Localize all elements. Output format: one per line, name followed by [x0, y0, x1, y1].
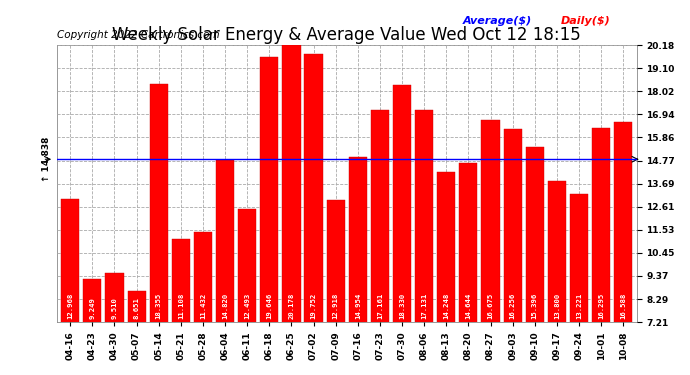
Text: 18.330: 18.330: [399, 292, 405, 319]
Text: 14.820: 14.820: [222, 292, 228, 319]
Text: 12.968: 12.968: [67, 292, 73, 319]
Bar: [526, 147, 544, 375]
Text: 18.355: 18.355: [156, 292, 161, 319]
Bar: [393, 85, 411, 375]
Bar: [304, 54, 323, 375]
Bar: [260, 57, 278, 375]
Text: 17.161: 17.161: [377, 292, 383, 319]
Bar: [216, 160, 234, 375]
Bar: [172, 239, 190, 375]
Text: Daily($): Daily($): [561, 16, 611, 26]
Text: 11.108: 11.108: [178, 292, 184, 319]
Bar: [614, 122, 632, 375]
Text: 9.510: 9.510: [112, 297, 117, 319]
Bar: [194, 232, 212, 375]
Text: 16.588: 16.588: [620, 292, 627, 319]
Text: 16.256: 16.256: [510, 292, 515, 319]
Bar: [482, 120, 500, 375]
Text: 14.954: 14.954: [355, 292, 361, 319]
Bar: [238, 209, 256, 375]
Text: 12.493: 12.493: [244, 292, 250, 319]
Text: Average($): Average($): [463, 16, 532, 26]
Bar: [548, 182, 566, 375]
Text: 11.432: 11.432: [200, 292, 206, 319]
Text: 13.221: 13.221: [576, 292, 582, 319]
Bar: [371, 110, 389, 375]
Text: 9.249: 9.249: [89, 297, 95, 319]
Text: 14.644: 14.644: [466, 292, 471, 319]
Text: 16.675: 16.675: [488, 292, 493, 319]
Text: ↑ 14.838: ↑ 14.838: [42, 136, 51, 182]
Bar: [128, 291, 146, 375]
Text: 20.178: 20.178: [288, 292, 295, 319]
Text: 17.131: 17.131: [421, 292, 427, 319]
Text: Copyright 2022 Cartronics.com: Copyright 2022 Cartronics.com: [57, 30, 219, 40]
Text: 19.752: 19.752: [310, 292, 317, 319]
Text: 13.800: 13.800: [554, 292, 560, 319]
Bar: [504, 129, 522, 375]
Text: 15.396: 15.396: [532, 292, 538, 319]
Text: 12.918: 12.918: [333, 292, 339, 319]
Bar: [460, 164, 477, 375]
Bar: [348, 157, 367, 375]
Bar: [150, 84, 168, 375]
Text: 8.651: 8.651: [134, 297, 139, 319]
Bar: [415, 110, 433, 375]
Text: 16.295: 16.295: [598, 292, 604, 319]
Bar: [282, 45, 301, 375]
Text: 19.646: 19.646: [266, 292, 273, 319]
Bar: [437, 172, 455, 375]
Bar: [326, 200, 345, 375]
Bar: [570, 194, 588, 375]
Bar: [61, 199, 79, 375]
Title: Weekly Solar Energy & Average Value Wed Oct 12 18:15: Weekly Solar Energy & Average Value Wed …: [112, 26, 581, 44]
Text: 14.248: 14.248: [443, 292, 449, 319]
Bar: [83, 279, 101, 375]
Bar: [592, 128, 610, 375]
Bar: [106, 273, 124, 375]
